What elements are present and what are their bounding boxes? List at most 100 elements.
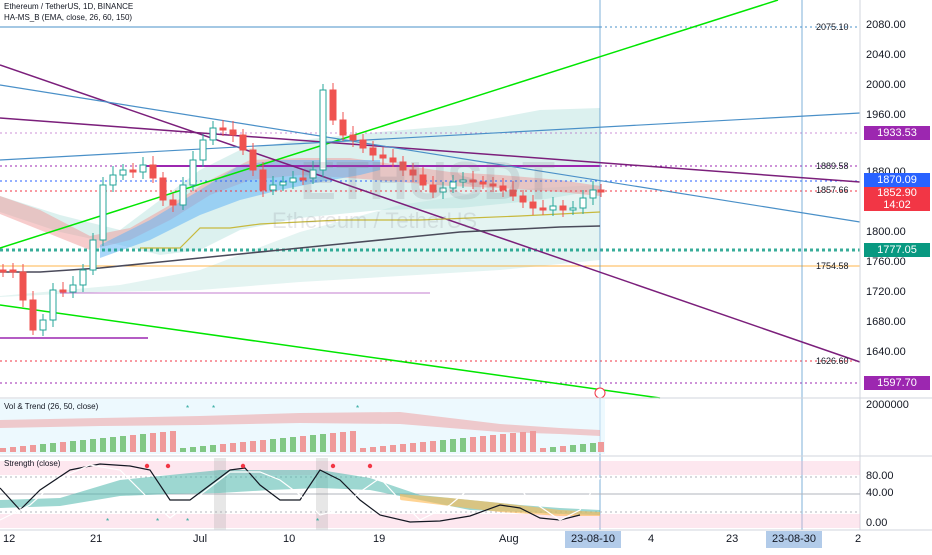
vol-signal-star-green: * xyxy=(212,404,215,413)
bar-countdown: 14:02 xyxy=(883,199,911,211)
candle-body xyxy=(559,205,567,211)
volume-bar xyxy=(260,440,266,452)
price-axis-bg xyxy=(860,0,932,530)
volume-bar xyxy=(90,439,96,452)
volume-bar xyxy=(160,432,166,452)
volume-bar xyxy=(580,444,586,452)
strength-tick: 40.00 xyxy=(866,487,894,499)
strength-signal-dot-red xyxy=(240,463,246,469)
level-label-1626: 1626.60 xyxy=(816,356,849,366)
volume-bar xyxy=(510,433,516,452)
watermark-name: Ethereum / TetherUS xyxy=(272,208,478,233)
symbol-legend[interactable]: Ethereum / TetherUS, 1D, BINANCE xyxy=(4,2,134,11)
candle-body xyxy=(279,181,287,186)
candle-body xyxy=(579,197,587,209)
candle-body xyxy=(349,134,357,141)
strength-signal-dot-red xyxy=(165,463,171,469)
candle-body xyxy=(69,284,77,293)
trend-line-purple-steep xyxy=(0,64,861,363)
volume-bar xyxy=(410,443,416,452)
volume-bar xyxy=(40,444,46,452)
volume-bar xyxy=(400,444,406,452)
candle-body xyxy=(359,139,367,149)
candle-body xyxy=(39,319,47,331)
strength-tick: 0.00 xyxy=(866,517,888,529)
alert-marker-icon[interactable] xyxy=(594,387,606,399)
vol-signal-star-green: * xyxy=(186,404,189,413)
candle-body xyxy=(109,174,117,186)
candle-body xyxy=(479,181,487,185)
strength-signal-star-green: * xyxy=(156,517,159,526)
level-label-2075: 2075.10 xyxy=(816,22,849,32)
volume-bar xyxy=(320,434,326,452)
candle-body xyxy=(49,289,57,321)
volume-bars xyxy=(0,431,604,452)
trend-line-green-lower xyxy=(0,304,661,399)
volume-bar xyxy=(440,440,446,452)
strength-pane-legend[interactable]: Strength (close) xyxy=(4,459,61,468)
volume-bar xyxy=(380,446,386,452)
price-tick: 1680.00 xyxy=(866,316,906,328)
current-price-value: 1852.90 xyxy=(877,187,917,199)
volume-bar xyxy=(100,438,106,452)
price-tick: 1960.00 xyxy=(866,109,906,121)
volume-bar xyxy=(598,442,604,452)
volume-bar xyxy=(60,442,66,452)
volume-bar xyxy=(230,443,236,452)
candle-body xyxy=(259,169,267,191)
candle-body xyxy=(529,201,537,209)
volume-bar xyxy=(500,434,506,452)
volume-bar xyxy=(300,436,306,452)
indicator-legend[interactable]: HA-MS_B (EMA, close, 26, 60, 150) xyxy=(4,13,133,22)
volume-bar xyxy=(460,438,466,452)
volume-bar xyxy=(80,440,86,452)
candle-body xyxy=(119,169,127,176)
ema-mid-line xyxy=(140,211,601,249)
candle-body xyxy=(19,271,27,301)
trend-line-green-upper xyxy=(0,0,779,249)
volume-bar xyxy=(240,442,246,452)
candle-body xyxy=(79,269,87,286)
candle-body xyxy=(89,239,97,271)
candle-body xyxy=(409,169,417,176)
strength-tick: 80.00 xyxy=(866,470,894,482)
main-pane-bg xyxy=(0,0,860,393)
volume-bar xyxy=(210,445,216,452)
volume-bar xyxy=(10,447,16,452)
candle-body xyxy=(209,127,217,141)
price-tick: 2040.00 xyxy=(866,49,906,61)
candle-body xyxy=(589,189,597,199)
strength-signal-dot-red xyxy=(367,463,373,469)
candle-body xyxy=(459,179,467,183)
candle-body xyxy=(449,181,457,189)
volume-bar xyxy=(30,445,36,452)
candle-body xyxy=(129,169,137,173)
date-badge-aug10: 23-08-10 xyxy=(565,531,622,548)
candle-body xyxy=(139,164,147,173)
price-badge-1933: 1933.53 xyxy=(864,126,930,140)
volume-bar xyxy=(0,448,6,452)
volume-bar xyxy=(170,431,176,452)
volume-bar xyxy=(570,445,576,452)
time-tick: 23 xyxy=(726,533,739,545)
strength-line-black xyxy=(0,463,581,523)
vol-trend-band xyxy=(0,412,600,436)
candle-body xyxy=(29,299,37,331)
time-tick: 2 xyxy=(855,533,862,545)
vol-pane-legend[interactable]: Vol & Trend (26, 50, close) xyxy=(4,402,99,411)
level-label-1889: 1889.58 xyxy=(816,161,849,171)
strength-signal-dot-red xyxy=(144,463,150,469)
candlestick-series xyxy=(0,83,605,336)
candle-body xyxy=(489,183,497,187)
candle-body xyxy=(159,177,167,201)
candle-body xyxy=(439,187,447,193)
candle-body xyxy=(99,184,107,241)
volume-bar xyxy=(390,445,396,452)
price-tick: 1760.00 xyxy=(866,256,906,268)
candle-body xyxy=(469,179,477,183)
candle-body xyxy=(569,207,577,211)
candle-body xyxy=(309,169,317,179)
price-badge-current: 1852.90 14:02 xyxy=(864,187,930,211)
